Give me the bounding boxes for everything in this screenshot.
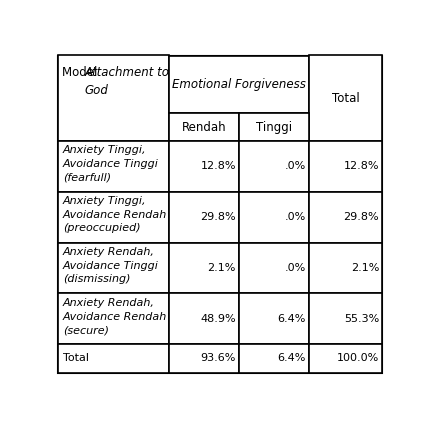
Text: Anxiety Tinggi,
Avoidance Tinggi
(fearfull): Anxiety Tinggi, Avoidance Tinggi (fearfu… xyxy=(63,145,159,183)
Text: .0%: .0% xyxy=(284,263,306,273)
Text: 29.8%: 29.8% xyxy=(200,212,236,222)
Bar xyxy=(309,56,382,141)
Bar xyxy=(58,192,169,243)
Text: Model: Model xyxy=(62,66,105,79)
Text: Attachment to
God: Attachment to God xyxy=(85,66,170,97)
Text: Anxiety Rendah,
Avoidance Rendah
(secure): Anxiety Rendah, Avoidance Rendah (secure… xyxy=(63,298,167,335)
Bar xyxy=(169,243,239,293)
Text: 12.8%: 12.8% xyxy=(200,162,236,171)
Text: .0%: .0% xyxy=(284,162,306,171)
Bar xyxy=(169,344,239,373)
Bar xyxy=(309,141,382,192)
Bar xyxy=(309,344,382,373)
Bar xyxy=(239,113,309,141)
Text: Rendah: Rendah xyxy=(182,120,227,134)
Text: Anxiety Tinggi,
Avoidance Rendah
(preoccupied): Anxiety Tinggi, Avoidance Rendah (preocc… xyxy=(63,196,167,234)
Bar xyxy=(169,293,239,344)
Text: Total: Total xyxy=(63,354,89,363)
Bar xyxy=(239,141,309,192)
Bar xyxy=(169,141,239,192)
Bar xyxy=(309,243,382,293)
Text: Tinggi: Tinggi xyxy=(256,120,292,134)
Bar xyxy=(58,243,169,293)
Text: 48.9%: 48.9% xyxy=(200,314,236,324)
Bar xyxy=(239,192,309,243)
Text: 6.4%: 6.4% xyxy=(277,354,306,363)
Text: .0%: .0% xyxy=(284,212,306,222)
Text: Total: Total xyxy=(332,92,359,105)
Bar xyxy=(169,56,309,113)
Text: 12.8%: 12.8% xyxy=(344,162,379,171)
Text: 100.0%: 100.0% xyxy=(337,354,379,363)
Text: 6.4%: 6.4% xyxy=(277,314,306,324)
Text: 29.8%: 29.8% xyxy=(344,212,379,222)
Bar xyxy=(309,192,382,243)
Bar xyxy=(58,293,169,344)
Bar xyxy=(239,243,309,293)
Bar xyxy=(239,293,309,344)
Bar xyxy=(58,56,169,141)
Text: Emotional Forgiveness: Emotional Forgiveness xyxy=(172,78,306,91)
Bar xyxy=(169,113,239,141)
Bar xyxy=(58,344,169,373)
Text: 93.6%: 93.6% xyxy=(200,354,236,363)
Bar xyxy=(239,344,309,373)
Text: 55.3%: 55.3% xyxy=(344,314,379,324)
Text: Anxiety Rendah,
Avoidance Tinggi
(dismissing): Anxiety Rendah, Avoidance Tinggi (dismis… xyxy=(63,247,159,285)
Text: 2.1%: 2.1% xyxy=(351,263,379,273)
Bar xyxy=(58,141,169,192)
Text: 2.1%: 2.1% xyxy=(208,263,236,273)
Bar xyxy=(169,192,239,243)
Bar xyxy=(309,293,382,344)
